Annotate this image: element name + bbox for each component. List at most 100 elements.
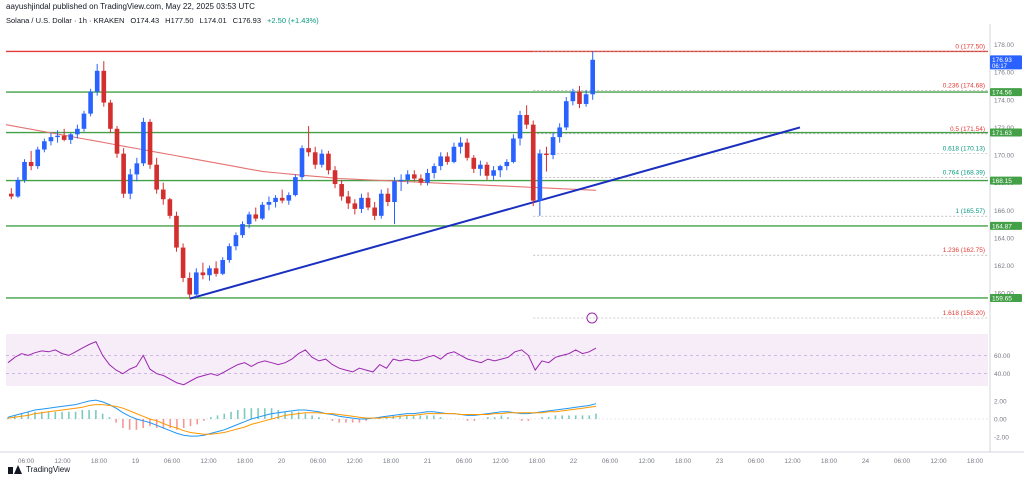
candle-body[interactable] [306,148,311,153]
candle-body[interactable] [517,115,523,139]
candle-body[interactable] [405,174,411,180]
candle-body[interactable] [160,189,166,200]
candle-body[interactable] [385,193,391,202]
candle-body[interactable] [312,152,318,165]
candle-body[interactable] [438,156,444,167]
candle-body[interactable] [174,215,179,248]
candle-body[interactable] [180,247,186,278]
candle-body[interactable] [81,113,87,129]
candle-body[interactable] [233,235,239,247]
candle-body[interactable] [35,149,41,167]
candle-body[interactable] [167,199,173,216]
candle-body[interactable] [431,166,437,173]
candle-body[interactable] [583,94,589,104]
candle-body[interactable] [557,127,562,138]
candle-body[interactable] [464,142,470,158]
candle-body[interactable] [319,153,325,165]
candle-body[interactable] [227,246,232,260]
candle-body[interactable] [94,70,100,92]
candle-body[interactable] [253,214,259,219]
candle-body[interactable] [147,121,153,165]
replay-icon[interactable] [586,312,598,324]
candle-body[interactable] [544,153,549,156]
candle-body[interactable] [478,164,483,169]
candle-body[interactable] [213,268,219,274]
candle-body[interactable] [345,196,351,204]
candle-body[interactable] [511,138,516,162]
candle-body[interactable] [154,164,159,190]
candle-body[interactable] [101,70,107,103]
candle-body[interactable] [563,101,569,128]
candle-body[interactable] [332,170,338,185]
candle-body[interactable] [570,91,576,102]
candle-body[interactable] [15,179,21,197]
candle-body[interactable] [392,181,397,202]
candle-body[interactable] [68,134,74,140]
candle-body[interactable] [497,166,503,171]
candle-body[interactable] [240,224,245,236]
candle-body[interactable] [504,161,510,167]
candle-body[interactable] [412,174,417,179]
candle-body[interactable] [273,197,278,202]
candle-body[interactable] [550,137,556,156]
candle-body[interactable] [524,115,529,125]
candle-body[interactable] [279,197,285,201]
candle-body[interactable] [61,135,67,140]
candle-body[interactable] [418,178,424,183]
time-tick-label: 06:00 [310,458,327,465]
candle-body[interactable] [42,141,47,150]
candle-body[interactable] [537,153,543,201]
candle-body[interactable] [266,202,272,205]
candle-body[interactable] [286,195,292,201]
candle-body[interactable] [590,59,596,95]
candle-body[interactable] [491,170,496,176]
rsi-line [7,341,597,386]
candle-body[interactable] [372,207,377,216]
symbol-name[interactable]: Solana / U.S. Dollar · 1h · KRAKEN [6,16,125,25]
candle-body[interactable] [246,214,252,225]
candle-body[interactable] [471,157,477,169]
candle-body[interactable] [458,142,463,147]
candle-body[interactable] [339,184,344,197]
candle-body[interactable] [193,272,199,295]
candle-body[interactable] [299,148,305,178]
candle-body[interactable] [451,146,457,162]
tradingview-brand[interactable]: TradingView [26,465,71,474]
candle-body[interactable] [28,161,34,167]
candle-body[interactable] [55,135,60,138]
fib-label: 0.764 (168.39) [943,169,985,176]
candle-body[interactable] [326,153,331,171]
candle-body[interactable] [359,197,364,209]
candle-body[interactable] [8,193,14,197]
price-badge-label: 174.56 [992,90,1012,97]
candle-body[interactable] [293,177,298,196]
candle-body[interactable] [127,174,133,194]
time-tick-label: 19 [132,458,140,465]
candle-body[interactable] [22,161,27,180]
candle-body[interactable] [114,128,120,154]
candle-body[interactable] [88,91,93,114]
candle-body[interactable] [220,260,226,274]
candle-body[interactable] [530,124,536,201]
candle-body[interactable] [398,179,404,182]
candle-body[interactable] [260,204,265,219]
candle-body[interactable] [48,137,54,142]
candle-body[interactable] [200,272,206,276]
candle-body[interactable] [445,156,450,162]
candle-body[interactable] [378,193,384,216]
candle-body[interactable] [352,203,358,209]
candle-body[interactable] [121,153,126,194]
candle-body[interactable] [425,173,430,183]
candle-body[interactable] [108,102,113,129]
candle-body[interactable] [577,91,582,104]
candle-body[interactable] [75,128,80,135]
candle-body[interactable] [365,197,371,208]
candle-body[interactable] [187,277,192,295]
candle-body[interactable] [134,163,140,175]
candle-body[interactable] [484,164,490,176]
time-tick-label: 12:00 [346,458,363,465]
candle-body[interactable] [207,268,212,276]
price-badge-label: 168.15 [992,178,1012,185]
candle-body[interactable] [141,121,146,164]
